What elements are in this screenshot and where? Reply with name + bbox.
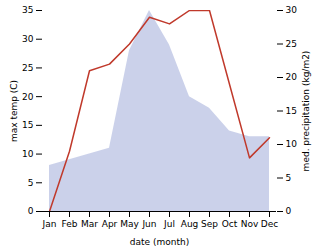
svg-text:20: 20	[22, 92, 34, 102]
svg-text:max temp (C): max temp (C)	[9, 80, 19, 142]
svg-text:0: 0	[28, 206, 34, 216]
svg-text:10: 10	[286, 139, 298, 149]
svg-text:Aug: Aug	[181, 219, 199, 229]
svg-text:25: 25	[22, 63, 33, 73]
svg-text:date (month): date (month)	[130, 237, 189, 247]
svg-text:30: 30	[22, 34, 34, 44]
svg-text:15: 15	[286, 106, 297, 116]
svg-text:Apr: Apr	[102, 219, 118, 229]
svg-text:0: 0	[286, 206, 292, 216]
svg-text:Sep: Sep	[201, 219, 218, 229]
svg-text:Feb: Feb	[62, 219, 78, 229]
svg-text:Dec: Dec	[261, 219, 278, 229]
svg-text:30: 30	[286, 5, 298, 15]
svg-text:Jul: Jul	[163, 219, 175, 229]
svg-text:35: 35	[22, 5, 33, 15]
svg-text:Jan: Jan	[42, 219, 57, 229]
svg-text:Mar: Mar	[81, 219, 98, 229]
svg-text:5: 5	[28, 178, 34, 188]
svg-text:Oct: Oct	[222, 219, 238, 229]
svg-text:Jun: Jun	[141, 219, 156, 229]
svg-text:25: 25	[286, 39, 297, 49]
svg-text:20: 20	[286, 72, 298, 82]
svg-text:15: 15	[22, 120, 33, 130]
svg-text:Nov: Nov	[241, 219, 259, 229]
svg-text:5: 5	[286, 173, 292, 183]
svg-text:May: May	[120, 219, 139, 229]
svg-text:10: 10	[22, 149, 34, 159]
svg-text:med. precipitation (kg/m2): med. precipitation (kg/m2)	[301, 51, 311, 172]
